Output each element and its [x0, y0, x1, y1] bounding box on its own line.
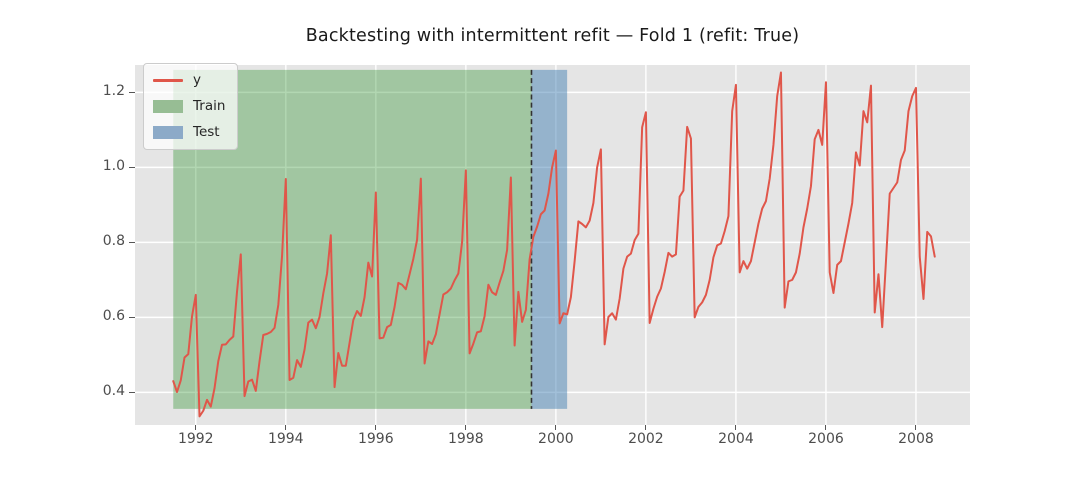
x-tick-mark [465, 425, 467, 430]
y-tick-mark [129, 316, 135, 318]
x-tick-label: 1996 [357, 431, 394, 447]
plot-canvas [135, 65, 970, 425]
x-tick-mark [555, 425, 557, 430]
x-tick-label: 2002 [628, 431, 664, 447]
series-line-y [172, 71, 936, 418]
y-tick-label: 1.2 [102, 83, 125, 100]
x-tick-label: 1998 [448, 431, 484, 447]
x-tick-mark [825, 425, 827, 430]
x-tick-mark [645, 425, 647, 430]
y-tick-mark [129, 166, 135, 168]
y-tick-label: 1.0 [102, 158, 125, 175]
legend-item-y: y [153, 71, 225, 90]
x-tick-label: 2004 [718, 431, 754, 447]
x-tick-label: 1992 [177, 431, 214, 447]
y-tick-mark [129, 241, 135, 243]
y-tick-mark [129, 391, 135, 393]
legend-item-train: Train [153, 97, 225, 116]
y-tick-label: 0.6 [102, 308, 125, 325]
y-tick-mark [129, 91, 135, 93]
x-tick-label: 2008 [898, 431, 934, 447]
legend-label: Test [193, 123, 220, 140]
line-swatch-icon [153, 79, 183, 82]
chart-title: Backtesting with intermittent refit — Fo… [305, 26, 800, 46]
x-tick-label: 2006 [808, 431, 844, 447]
x-tick-mark [735, 425, 737, 430]
legend: y Train Test [143, 63, 239, 150]
plot-area [135, 65, 970, 425]
x-tick-mark [375, 425, 377, 430]
x-tick-label: 1994 [267, 431, 304, 447]
x-tick-mark [195, 425, 197, 430]
x-tick-mark [285, 425, 287, 430]
test-patch-icon [153, 126, 183, 139]
y-tick-label: 0.8 [102, 233, 125, 250]
train-patch-icon [153, 100, 183, 113]
test-region [531, 69, 568, 409]
legend-label: Train [193, 97, 226, 114]
x-tick-mark [915, 425, 917, 430]
legend-item-test: Test [153, 123, 225, 142]
legend-label: y [193, 71, 201, 88]
y-tick-label: 0.4 [102, 383, 125, 400]
x-tick-label: 2000 [538, 431, 574, 447]
